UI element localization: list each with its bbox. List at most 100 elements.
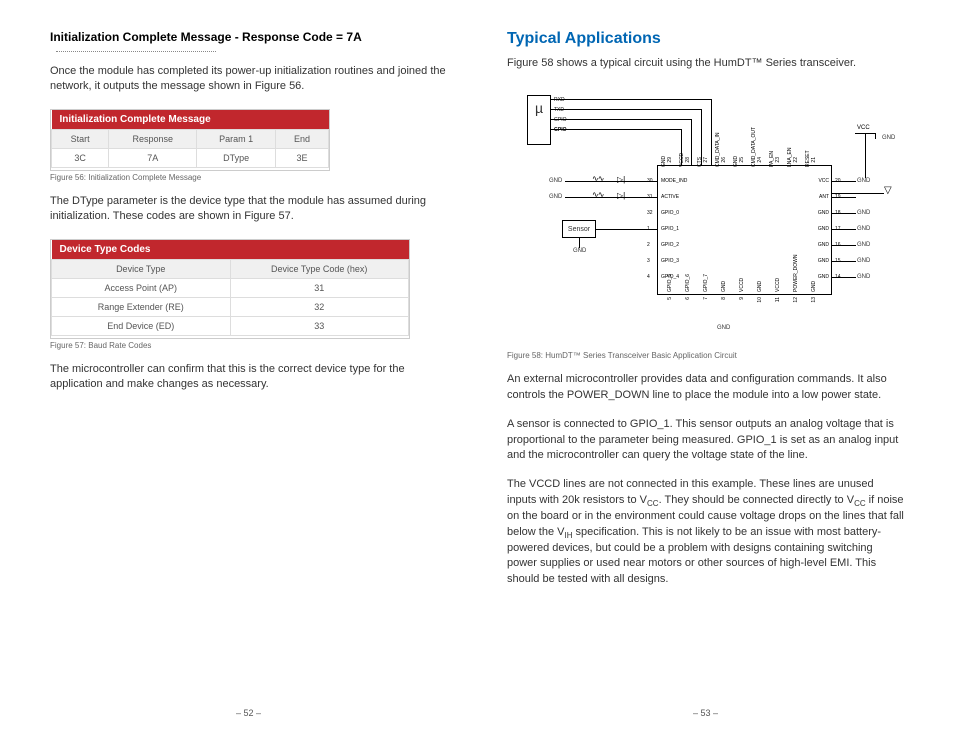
col-header: Device Type [52,259,231,278]
wire [875,133,876,139]
section-heading: Initialization Complete Message - Respon… [50,30,447,58]
vcc-label: VCC [857,125,870,131]
antenna-icon: ▽ [884,185,892,196]
wire [832,213,856,214]
wire [596,229,657,230]
pin-num: 7 [703,297,709,300]
col-header: End [276,129,329,148]
mcu-label: µ [535,100,543,116]
pin-num: 25 [739,157,745,163]
pin-name: GND [817,274,829,280]
wire [691,119,692,165]
paragraph: The DType parameter is the device type t… [50,194,447,225]
circuit-diagram: µ RXD TXD GPIO GPIO 30 MODE_IND31 ACTIVE… [507,85,904,345]
pin-name: GPIO_5 [667,260,673,292]
paragraph: An external microcontroller provides dat… [507,372,904,403]
pin-name: GND [817,226,829,232]
cell: 33 [230,316,409,335]
table-init-message: Initialization Complete Message Start Re… [50,109,330,171]
cell: End Device (ED) [52,316,231,335]
paragraph: The VCCD lines are not connected in this… [507,477,904,587]
pin-num: 9 [739,297,745,300]
pin-num: 21 [811,157,817,163]
wire [832,193,884,194]
paragraph: A sensor is connected to GPIO_1. This se… [507,417,904,463]
pin-name: GND [811,260,817,292]
pin-name: GND [817,242,829,248]
wire [832,181,856,182]
pin-name: POWER_DOWN [793,260,799,292]
pin-name: VCC [817,178,829,184]
text: . They should be connected directly to V [659,494,854,506]
cell: 31 [230,278,409,297]
wire [565,197,657,198]
gnd-label: GND [549,194,562,200]
sensor-block: Sensor [562,220,596,238]
pin-num: 11 [775,297,781,302]
pin-name: MODE_IND [661,178,687,184]
resistor-icon: ∿∿ [592,190,603,199]
pin-label: GPIO [554,127,567,133]
pin-name: GND [733,127,739,167]
pin-name: PA_EN [769,127,775,167]
mcu-block: µ [527,95,551,145]
pin-name: CMD_DATA_OUT [751,127,757,167]
pin-label: GPIO [554,117,567,123]
pin-num: 12 [793,297,799,303]
wire [551,119,691,120]
figure-caption: Figure 56: Initialization Complete Messa… [50,173,447,182]
gnd-label: GND [857,178,870,184]
cell: Range Extender (RE) [52,297,231,316]
subscript: CC [647,499,659,508]
pin-label: RXD [554,97,565,103]
sensor-label: Sensor [568,226,590,233]
wire [579,238,580,248]
text: An external microcontroller provides dat… [507,373,887,400]
pin-name: VCCD [775,260,781,292]
pin-num: 2 [647,242,650,248]
pin-num: 13 [811,297,817,303]
wire [565,181,657,182]
col-header: Response [109,129,197,148]
right-column: Typical Applications Figure 58 shows a t… [477,30,914,718]
gnd-label: GND [857,210,870,216]
wire [865,133,866,178]
pin-num: 24 [757,157,763,163]
led-icon: ▷| [617,191,625,200]
wire [832,261,856,262]
led-icon: ▷| [617,175,625,184]
pin-num: 5 [667,297,673,300]
wire [711,99,712,165]
gnd-label: GND [549,178,562,184]
pin-name: GPIO_0 [661,210,679,216]
wire [551,109,701,110]
pin-num: 6 [685,297,691,300]
gnd-label: GND [857,226,870,232]
cell: 7A [109,148,197,167]
pin-name: GND [817,210,829,216]
pin-label: TXD [554,107,564,113]
pin-num: 3 [647,258,650,264]
table-title: Initialization Complete Message [52,110,329,130]
gnd-label: GND [717,325,730,331]
gnd-label: GND [857,258,870,264]
pin-name: GPIO_6 [685,260,691,292]
pin-name: RESET [805,127,811,167]
cell: 3E [276,148,329,167]
pin-name: ANT [817,194,829,200]
cell: 32 [230,297,409,316]
wire [832,245,856,246]
pin-num: 27 [703,157,709,163]
pin-num: 23 [775,157,781,163]
col-header: Param 1 [197,129,276,148]
paragraph: Figure 58 shows a typical circuit using … [507,56,904,71]
pin-name: CTS [697,127,703,167]
pin-name: VCCD [679,127,685,167]
pin-name: GND [817,258,829,264]
table-title: Device Type Codes [52,240,409,260]
pin-name: VCCD [739,260,745,292]
pin-num: 26 [721,157,727,163]
pin-num: 22 [793,157,799,163]
wire [551,99,711,100]
pin-num: 8 [721,297,727,300]
